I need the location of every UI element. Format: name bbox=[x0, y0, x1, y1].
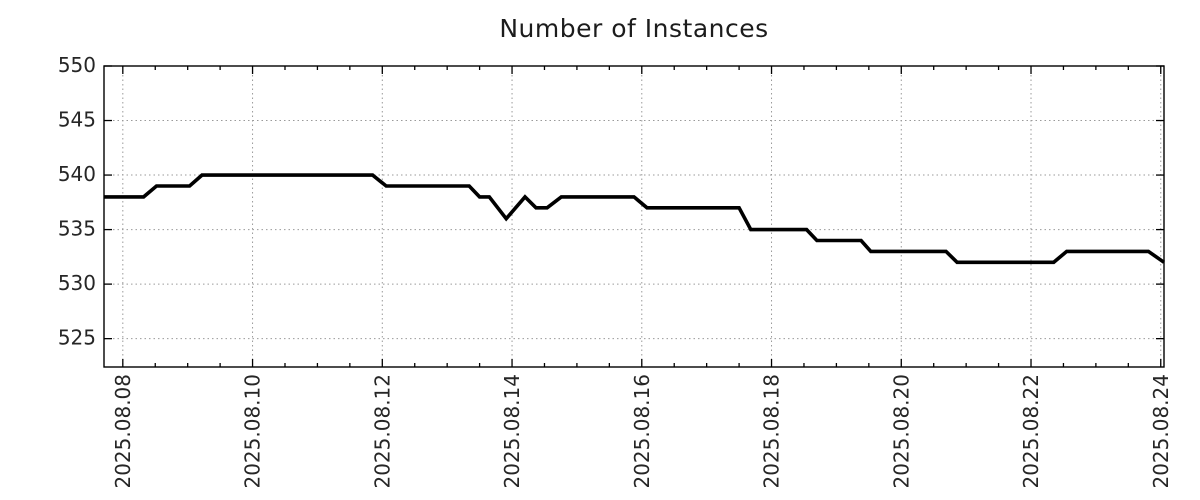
x-tick-label: 2025.08.10 bbox=[241, 374, 265, 489]
x-tick-label: 2025.08.24 bbox=[1149, 374, 1173, 489]
y-tick-label: 525 bbox=[58, 326, 96, 350]
x-tick-label: 2025.08.12 bbox=[370, 374, 394, 489]
y-tick-label: 550 bbox=[58, 53, 96, 77]
y-tick-label: 545 bbox=[58, 108, 96, 132]
series-line bbox=[104, 173, 1166, 265]
plot-border bbox=[103, 65, 1165, 368]
y-tick-label: 535 bbox=[58, 217, 96, 241]
chart-title: Number of Instances bbox=[499, 14, 769, 43]
x-tick-label: 2025.08.16 bbox=[630, 374, 654, 489]
x-tick-label: 2025.08.20 bbox=[889, 374, 913, 489]
y-tick-label: 530 bbox=[58, 271, 96, 295]
x-tick-label: 2025.08.14 bbox=[500, 374, 524, 489]
y-tick-label: 540 bbox=[58, 162, 96, 186]
x-tick-label: 2025.08.22 bbox=[1019, 374, 1043, 489]
x-tick-label: 2025.08.08 bbox=[111, 374, 135, 489]
x-tick-label: 2025.08.18 bbox=[760, 374, 784, 489]
